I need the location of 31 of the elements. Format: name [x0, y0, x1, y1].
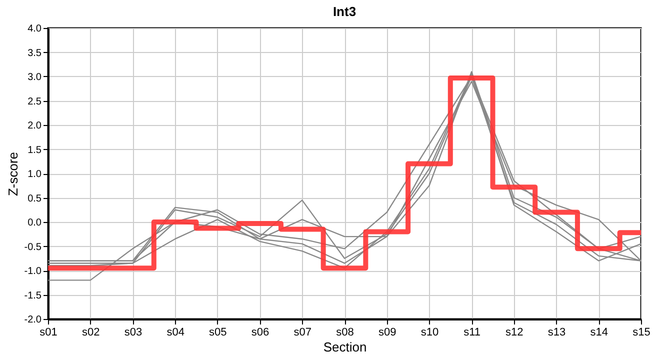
x-tick-label: s09 [378, 326, 396, 338]
x-tick-label: s02 [82, 326, 100, 338]
x-tick-label: s08 [336, 326, 354, 338]
y-tick-label: -1.0 [24, 266, 42, 277]
y-tick-label: 1.5 [28, 144, 42, 156]
x-tick-label: s04 [166, 326, 184, 338]
x-tick-label: s14 [590, 326, 608, 338]
chart-title: Int3 [332, 4, 356, 19]
y-tick-label: 0.5 [28, 193, 42, 204]
x-tick-label: s15 [632, 326, 650, 338]
y-tick-label: 2.5 [28, 96, 42, 108]
y-tick-label: 3.5 [28, 48, 42, 59]
y-tick-label: 3.0 [28, 72, 42, 83]
y-tick-label: 4.0 [28, 24, 42, 34]
y-tick-label: 1.0 [28, 169, 42, 180]
x-tick-label: s07 [294, 326, 312, 338]
x-tick-label: s05 [209, 326, 227, 338]
x-tick-label: s03 [124, 326, 142, 338]
y-tick-label: -0.5 [24, 242, 42, 253]
x-tick-label: s06 [251, 326, 270, 338]
x-tick-label: s10 [420, 326, 439, 338]
x-tick-label: s11 [464, 326, 481, 338]
x-tick-label: s12 [506, 326, 524, 338]
y-axis-title: Z-score [5, 152, 20, 196]
x-axis-title: Section [323, 340, 367, 354]
y-tick-label: -2.0 [24, 314, 42, 326]
y-tick-label: 2.0 [28, 120, 42, 132]
x-tick-label: s01 [40, 326, 58, 338]
y-tick-label: 0.0 [28, 218, 42, 228]
x-tick-label: s13 [548, 326, 566, 338]
y-tick-label: -1.5 [24, 290, 42, 302]
